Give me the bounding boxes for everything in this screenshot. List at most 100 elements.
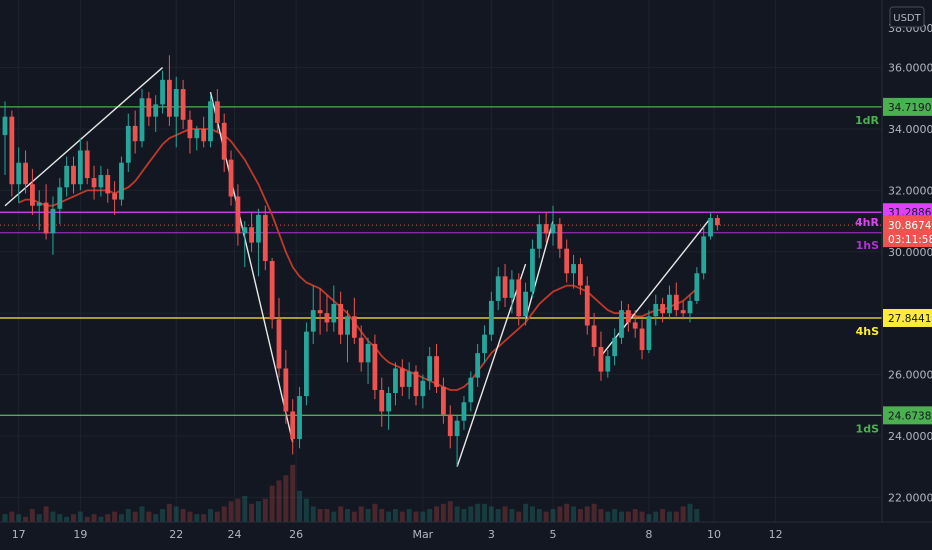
candle [509,270,515,314]
candle [139,89,145,148]
volume-bar [187,511,193,522]
candle [687,294,693,323]
volume-bar [365,509,371,522]
candle-body [345,316,350,335]
volume-bar [673,511,679,522]
candle-body [201,128,207,142]
candle [393,362,398,406]
candle-body [516,279,522,317]
x-tick-label: 3 [488,528,495,541]
level-tag-1dS: 24.6738 [888,410,931,422]
volume-bar [571,506,577,522]
candle [557,218,563,258]
volume-bar [372,503,378,522]
candle [43,184,49,240]
candle-body [2,116,8,136]
volume-bar [584,506,590,522]
candle-body [701,236,707,274]
candle-body [420,380,426,397]
volume-bar [543,511,549,522]
volume-bar [564,503,570,522]
candle [64,156,70,197]
candle [201,116,207,148]
candle [304,322,309,406]
level-lines [0,106,882,416]
level-name-1dS: 1dS [856,422,880,435]
currency-button[interactable]: USDT [889,6,925,28]
candle-body [208,101,213,142]
candle [413,365,419,406]
candle-body [509,279,515,298]
level-tag-bg-1dR [883,97,932,116]
volume-bar [351,511,357,522]
candle [447,405,453,449]
candle [256,208,261,277]
candle-body [441,386,446,415]
volume-bar [338,506,344,522]
candle [180,79,186,129]
volume-bar [255,501,261,522]
uptrend-line-3[interactable] [524,220,554,320]
volume-bar [201,514,207,522]
x-tick-label: 19 [73,528,87,541]
candle [406,362,412,400]
candle [584,276,590,335]
candle [98,165,104,197]
volume-bar [461,509,467,522]
volume-bar [577,509,583,522]
volume-bar [557,506,563,522]
volume-bar [57,514,63,522]
candle [543,211,549,243]
candle [249,211,254,252]
volume-bar [112,511,118,522]
candle [372,334,378,400]
candle [530,239,535,298]
volume-bar [434,506,440,522]
candle-body [646,316,652,351]
candle [345,310,350,363]
volume-bar [118,514,124,522]
candle [536,214,542,258]
candle-body [550,224,556,234]
volume-bar [249,503,255,522]
candle [495,267,501,311]
level-names: 1dR 4hR 1hS 4hS 1dS [855,114,880,435]
time-scale[interactable] [0,522,932,550]
volume-bar [605,511,611,522]
level-name-4hS: 4hS [856,325,879,338]
volume-bar [242,496,248,522]
volume-bar [269,485,275,522]
volume-bar [297,490,303,522]
candle-body [632,322,638,329]
volume-bar [619,511,624,522]
candle-body [680,310,686,314]
candle [591,313,597,357]
y-tick-label: 34.0000 [888,123,932,136]
candle [290,399,296,455]
candle-body [214,101,220,123]
candle-body [57,187,63,209]
candle [351,297,357,344]
candle-body [434,356,439,387]
level-name-1dR: 1dR [855,114,880,127]
last-price-tag: 30.8674 [888,220,932,232]
candle [208,95,213,148]
price-scale[interactable] [882,0,932,522]
volume-bar [317,509,323,522]
price-tags: 34.719031.288627.844124.673830.867403:11… [883,97,932,425]
volume-bar [77,511,83,522]
ma-line [18,128,698,391]
candle-body [23,162,28,185]
x-tick-label: 22 [169,528,183,541]
candle-body [324,313,330,323]
uptrend-line-1[interactable] [4,67,164,207]
volume-bar [502,506,508,522]
candle [646,310,652,354]
candles [2,55,720,467]
candle-body [91,178,97,188]
candle [454,414,460,467]
candle-body [317,310,323,314]
candle-body [708,218,713,237]
volume-bar [146,511,152,522]
